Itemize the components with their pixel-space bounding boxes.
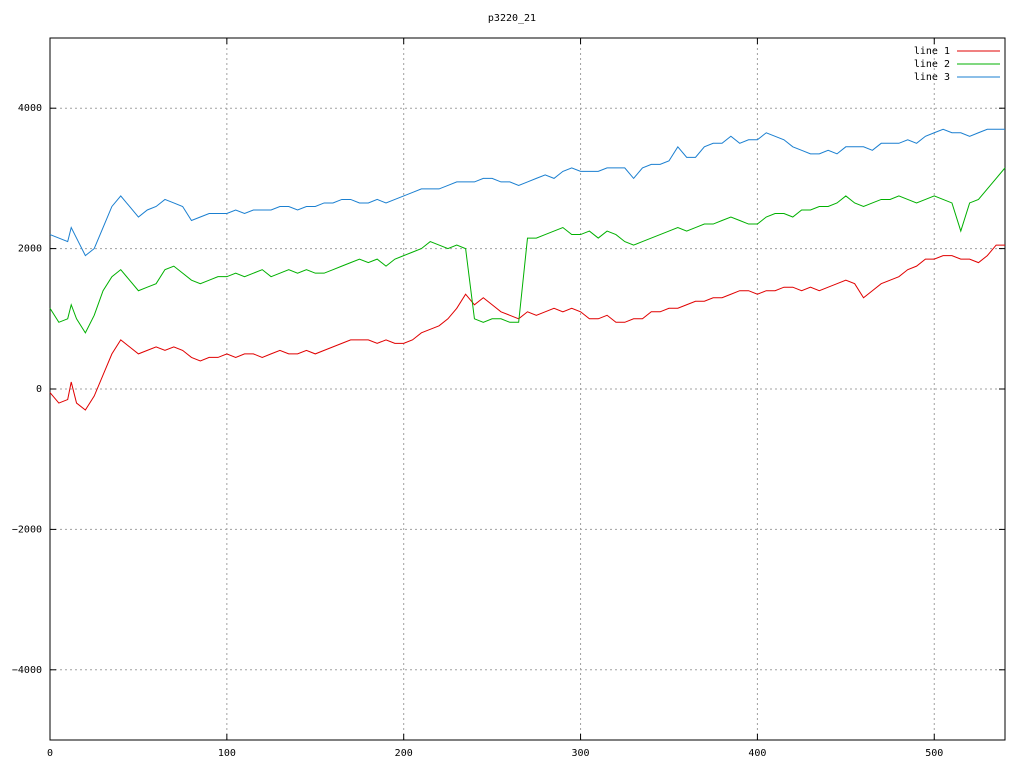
series-line — [49, 128, 1005, 257]
x-tick-label: 300 — [572, 748, 590, 759]
y-tick-label: 2000 — [18, 244, 42, 255]
legend-label: line 3 — [914, 72, 950, 83]
legend-label: line 2 — [914, 59, 950, 70]
x-tick-label: 200 — [395, 748, 413, 759]
y-tick-label: −2000 — [12, 524, 42, 535]
series-line — [49, 244, 1005, 411]
plot-frame — [49, 37, 1006, 741]
chart-title: p3220_21 — [488, 13, 536, 24]
x-tick-label: 400 — [748, 748, 766, 759]
y-tick-label: 0 — [36, 384, 42, 395]
x-tick-label: 100 — [218, 748, 236, 759]
x-tick-label: 500 — [925, 748, 943, 759]
x-tick-label: 0 — [47, 748, 53, 759]
y-tick-label: 4000 — [18, 103, 42, 114]
y-tick-label: −4000 — [12, 665, 42, 676]
legend-label: line 1 — [914, 46, 950, 57]
series-line — [49, 167, 1006, 334]
